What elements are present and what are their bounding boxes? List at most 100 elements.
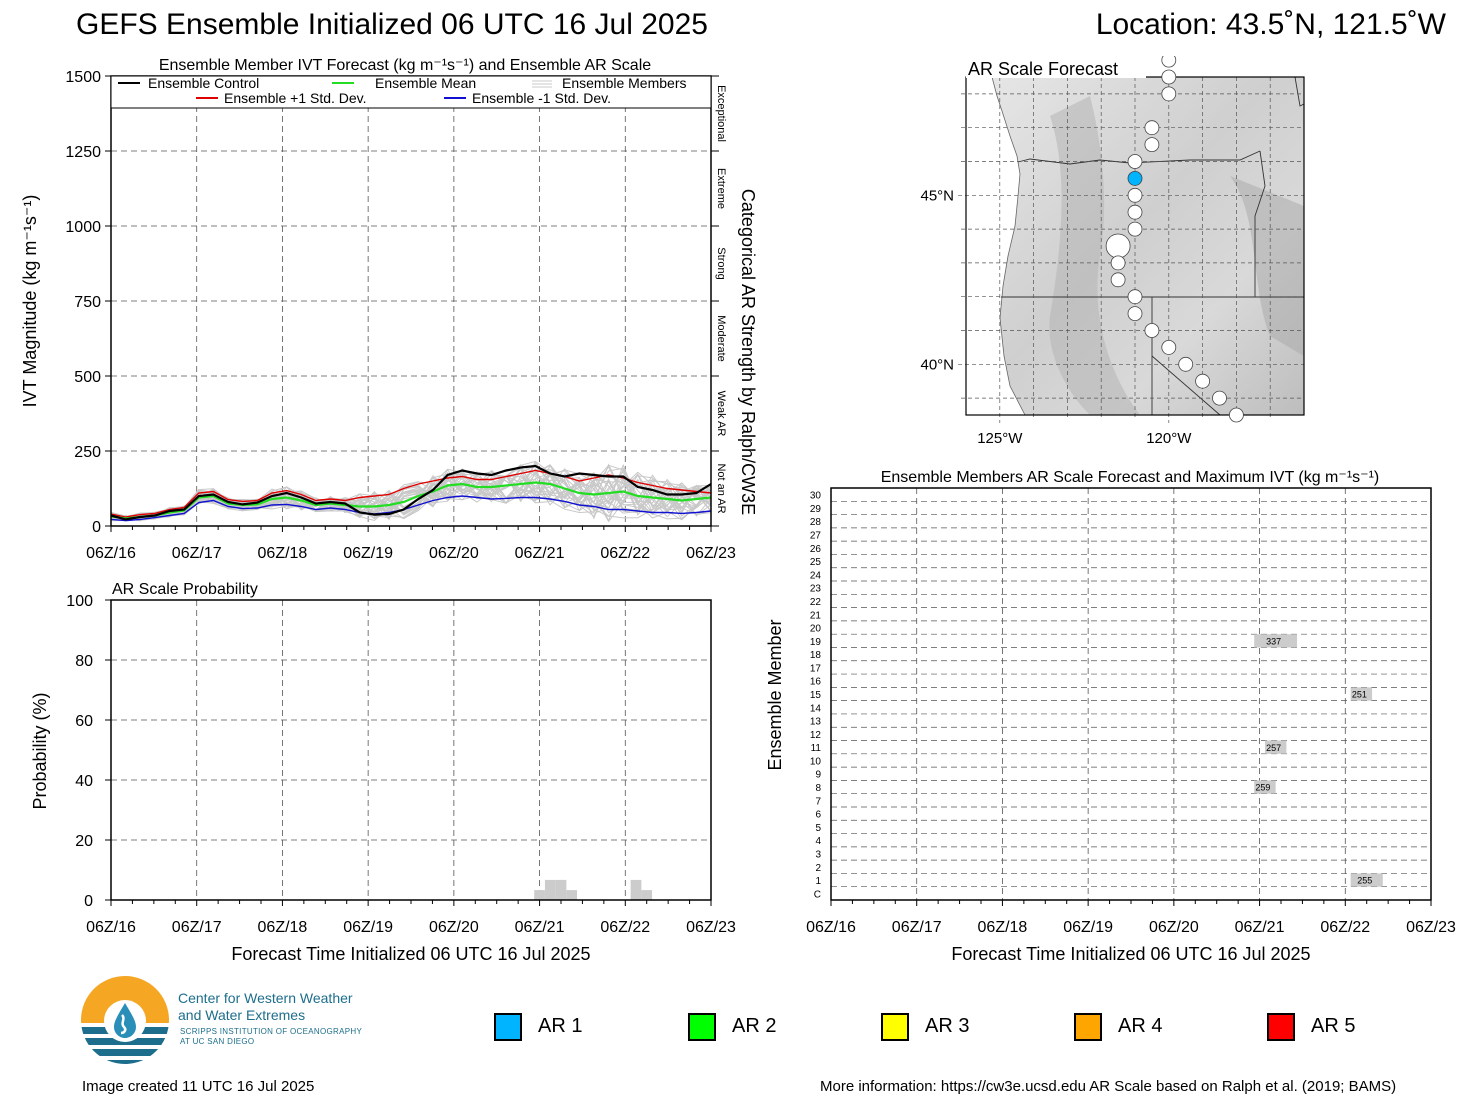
member-label: 21 — [810, 610, 822, 621]
ivt-category-label: Extreme — [715, 168, 727, 209]
member-label: 25 — [810, 557, 822, 568]
ar-legend-label: AR 5 — [1311, 1015, 1356, 1037]
map-track-point — [1127, 306, 1143, 322]
member-event-bar — [1254, 634, 1298, 648]
member-label: 27 — [810, 531, 822, 542]
member-event-bar — [1254, 780, 1276, 794]
ivt-x-tick-label: 06Z/23 — [686, 545, 736, 562]
members-chart-title: Ensemble Members AR Scale Forecast and M… — [881, 469, 1380, 486]
prob-plot-frame — [110, 599, 712, 901]
member-label: 3 — [815, 849, 821, 860]
ivt-series-control — [110, 464, 712, 521]
map-track-point — [1144, 137, 1160, 152]
map-lat-label: 45°N — [920, 187, 954, 204]
member-label: 13 — [810, 717, 822, 728]
prob-y-tick-label: 100 — [66, 593, 93, 610]
member-label: 16 — [810, 677, 822, 688]
prob-bar — [544, 879, 556, 900]
ivt-y-tick-label: 0 — [92, 519, 101, 536]
logo-institution: SCRIPPS INSTITUTION OF OCEANOGRAPHY AT U… — [180, 1027, 362, 1047]
prob-x-tick-label: 06Z/20 — [429, 919, 479, 936]
map-location-marker — [1105, 233, 1131, 259]
member-label: 9 — [815, 770, 821, 781]
ivt-legend: Ensemble Control Ensemble Mean Ensemble … — [110, 75, 712, 109]
ivt-category-label: Moderate — [715, 315, 727, 361]
ivt-category-label: Not an AR — [715, 463, 727, 513]
map-track-point — [1228, 407, 1244, 423]
water-drop-icon — [104, 1000, 146, 1042]
member-x-tick-label: 06Z/23 — [1406, 919, 1456, 936]
map-track-point — [1127, 187, 1143, 203]
map-track-point — [1144, 323, 1160, 338]
member-label: 18 — [810, 650, 822, 661]
ivt-member-line — [110, 471, 712, 521]
prob-y-tick-label: 40 — [75, 773, 93, 790]
prob-x-tick-label: 06Z/22 — [600, 919, 650, 936]
ivt-y-tick-label: 750 — [74, 294, 101, 311]
ivt-y-tick-label: 500 — [74, 369, 101, 386]
member-x-tick-label: 06Z/20 — [1149, 919, 1199, 936]
member-label: 23 — [810, 584, 822, 595]
ivt-x-tick-label: 06Z/21 — [515, 545, 565, 562]
logo-line4: AT UC SAN DIEGO — [180, 1037, 255, 1046]
legend-mean: Ensemble Mean — [375, 75, 476, 91]
prob-x-tick-label: 06Z/17 — [172, 919, 222, 936]
member-label: 4 — [815, 836, 821, 847]
prob-chart-title: AR Scale Probability — [112, 581, 258, 598]
member-label: 24 — [810, 570, 822, 581]
member-label: 10 — [810, 756, 822, 767]
member-label: 28 — [810, 517, 822, 528]
member-label: C — [814, 889, 821, 900]
map-track-point — [1212, 390, 1227, 406]
cw3e-logo — [81, 976, 169, 1064]
logo-org-name: Center for Western Weather and Water Ext… — [178, 990, 353, 1024]
map-track-point — [1178, 356, 1194, 372]
ivt-series-minus — [110, 495, 712, 522]
prob-bar — [630, 879, 642, 900]
prob-bar — [534, 890, 545, 900]
ivt-category-label: Strong — [715, 247, 727, 279]
prob-x-tick-label: 06Z/21 — [515, 919, 565, 936]
prob-bar — [641, 890, 653, 900]
ar-legend-label: AR 1 — [538, 1015, 583, 1037]
map-mountain-shading — [1049, 96, 1140, 415]
member-ar-scale-chart: Ensemble Members AR Scale Forecast and M… — [765, 469, 1456, 964]
ivt-x-tick-label: 06Z/16 — [86, 545, 136, 562]
member-event-max-ivt: 257 — [1266, 743, 1281, 753]
member-event-max-ivt: 251 — [1352, 690, 1367, 700]
ar-legend-swatch — [494, 1013, 522, 1041]
map-track-point — [1127, 171, 1143, 186]
member-label: 8 — [815, 783, 821, 794]
member-event-bar — [1350, 873, 1383, 887]
member-event-bar — [1350, 687, 1373, 701]
ivt-x-tick-label: 06Z/17 — [172, 545, 222, 562]
member-label: 26 — [810, 544, 822, 555]
members-plot-frame — [830, 487, 1432, 901]
logo-line2: and Water Extremes — [178, 1007, 306, 1023]
ar-probability-chart: AR Scale Probability 0 20 40 60 80 100 06Z/16 0… — [30, 581, 736, 964]
ar-legend-swatch — [881, 1013, 909, 1041]
prob-y-tick-label: 20 — [75, 833, 93, 850]
ar-legend-label: AR 2 — [732, 1015, 777, 1037]
member-label: 2 — [815, 863, 821, 874]
member-label: 1 — [815, 876, 821, 887]
members-x-label: Forecast Time Initialized 06 UTC 16 Jul … — [951, 944, 1310, 964]
map-title: AR Scale Forecast — [968, 59, 1118, 79]
map-track-point — [1127, 204, 1143, 220]
more-info-text: More information: https://cw3e.ucsd.edu … — [820, 1078, 1397, 1095]
ar-legend-swatch — [1267, 1013, 1295, 1041]
location-title: Location: 43.5˚N, 121.5˚W — [1095, 8, 1446, 41]
ivt-y-tick-label: 1500 — [65, 69, 101, 86]
map-lat-label: 40°N — [920, 356, 954, 373]
member-label: 11 — [811, 743, 822, 754]
prob-x-tick-label: 06Z/18 — [258, 919, 308, 936]
member-label: 17 — [810, 663, 822, 674]
ivt-y-tick-label: 1000 — [65, 219, 101, 236]
map-track-point — [1110, 255, 1126, 271]
member-label: 15 — [810, 690, 822, 701]
ivt-x-tick-label: 06Z/19 — [343, 545, 393, 562]
prob-x-label: Forecast Time Initialized 06 UTC 16 Jul … — [231, 944, 590, 964]
ivt-category-label: Exceptional — [715, 85, 727, 142]
map-track-point — [1161, 339, 1177, 355]
ivt-category-label: Weak AR — [715, 391, 727, 437]
